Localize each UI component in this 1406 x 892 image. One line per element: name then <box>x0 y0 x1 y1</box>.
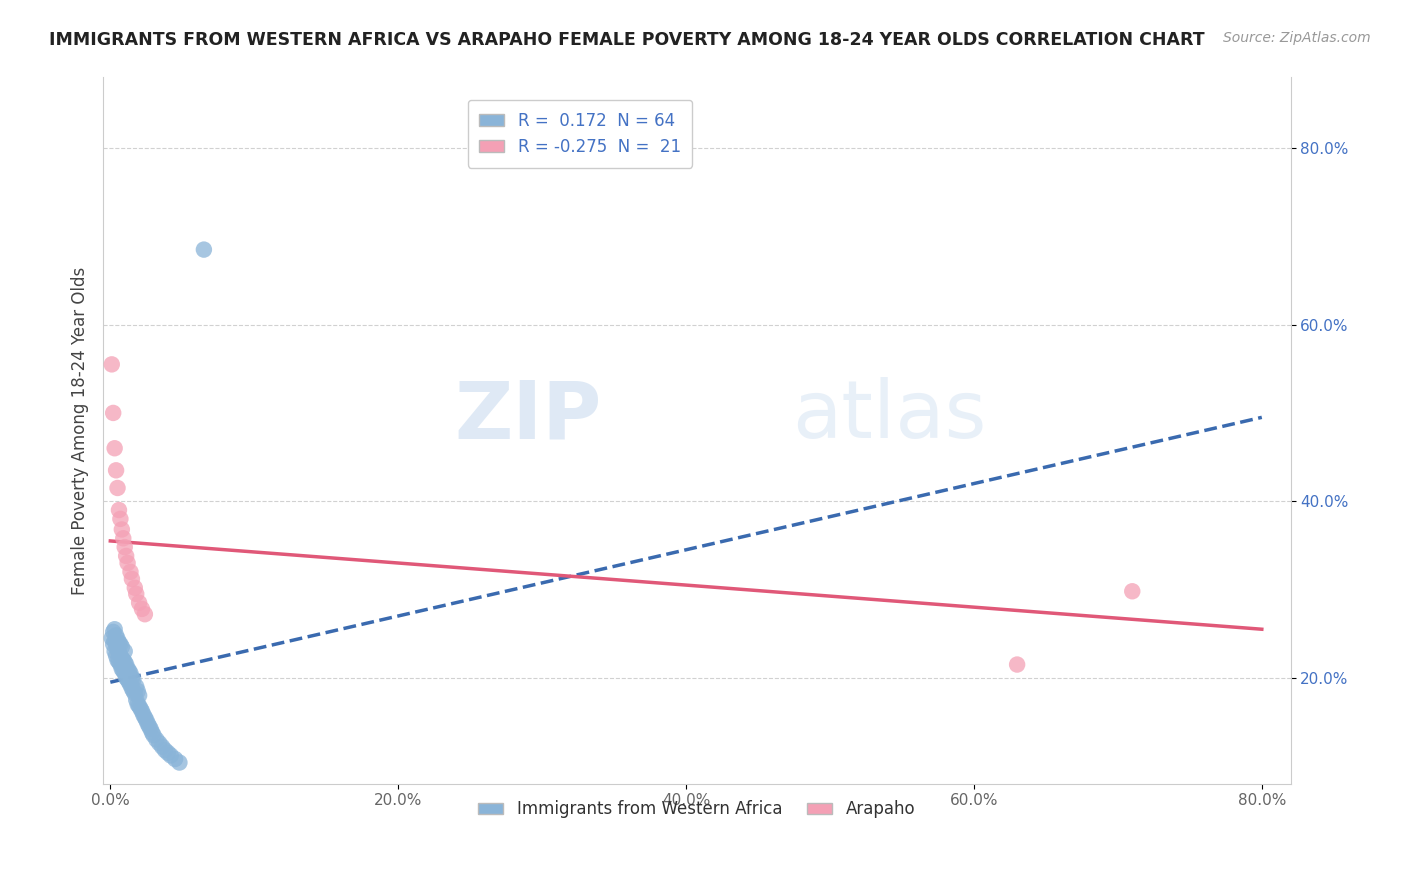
Point <box>134 710 156 724</box>
Point <box>111 662 134 676</box>
Point <box>125 587 148 601</box>
Point <box>128 689 150 703</box>
Point <box>120 678 142 692</box>
Point <box>148 736 170 750</box>
Point <box>108 635 131 649</box>
Point <box>121 572 143 586</box>
Point <box>107 632 129 646</box>
Point <box>105 648 128 663</box>
Point <box>110 637 132 651</box>
Point <box>127 698 149 712</box>
Point <box>112 653 135 667</box>
Point <box>118 675 141 690</box>
Point <box>107 481 129 495</box>
Point <box>104 442 127 456</box>
Point <box>112 531 135 545</box>
Point <box>128 596 150 610</box>
Point <box>122 684 145 698</box>
Point <box>159 748 181 763</box>
Point <box>125 693 148 707</box>
Point <box>100 357 122 371</box>
Point <box>103 637 125 651</box>
Point <box>115 657 138 672</box>
Point <box>114 644 136 658</box>
Point <box>121 671 143 685</box>
Point <box>105 637 128 651</box>
Point <box>124 687 146 701</box>
Text: IMMIGRANTS FROM WESTERN AFRICA VS ARAPAHO FEMALE POVERTY AMONG 18-24 YEAR OLDS C: IMMIGRANTS FROM WESTERN AFRICA VS ARAPAH… <box>49 31 1205 49</box>
Point <box>131 602 153 616</box>
Point <box>112 664 135 678</box>
Point <box>169 756 191 770</box>
Point <box>110 648 132 663</box>
Point <box>1121 584 1143 599</box>
Text: ZIP: ZIP <box>454 377 602 456</box>
Point <box>153 743 176 757</box>
Point <box>111 640 134 654</box>
Text: atlas: atlas <box>792 377 986 456</box>
Point <box>111 523 134 537</box>
Point <box>120 565 142 579</box>
Point <box>193 243 215 257</box>
Point <box>110 657 132 672</box>
Point <box>115 549 138 563</box>
Point <box>136 716 159 731</box>
Point <box>150 739 173 754</box>
Point <box>131 704 153 718</box>
Point <box>141 725 163 739</box>
Point <box>135 713 157 727</box>
Point <box>108 503 131 517</box>
Point <box>115 671 138 685</box>
Point <box>105 628 128 642</box>
Point <box>1005 657 1028 672</box>
Point <box>110 512 132 526</box>
Point <box>134 607 156 622</box>
Point <box>139 722 162 736</box>
Point <box>108 646 131 660</box>
Point <box>124 581 146 595</box>
Point <box>114 655 136 669</box>
Point <box>129 701 152 715</box>
Point <box>104 644 127 658</box>
Point <box>114 666 136 681</box>
Point <box>104 622 127 636</box>
Point <box>125 680 148 694</box>
Point <box>114 540 136 554</box>
Point <box>120 666 142 681</box>
Point <box>156 746 179 760</box>
Y-axis label: Female Poverty Among 18-24 Year Olds: Female Poverty Among 18-24 Year Olds <box>72 267 89 595</box>
Point <box>118 664 141 678</box>
Point <box>132 707 155 722</box>
Point <box>105 463 128 477</box>
Point <box>122 673 145 687</box>
Point <box>104 633 127 648</box>
Point <box>107 653 129 667</box>
Point <box>108 655 131 669</box>
Point <box>111 651 134 665</box>
Point <box>117 556 139 570</box>
Legend: Immigrants from Western Africa, Arapaho: Immigrants from Western Africa, Arapaho <box>472 794 922 825</box>
Point <box>121 681 143 696</box>
Point <box>103 624 125 639</box>
Point <box>107 642 129 657</box>
Point <box>142 728 165 742</box>
Point <box>128 699 150 714</box>
Text: Source: ZipAtlas.com: Source: ZipAtlas.com <box>1223 31 1371 45</box>
Point <box>117 673 139 687</box>
Point <box>103 406 125 420</box>
Point <box>145 732 167 747</box>
Point <box>165 752 187 766</box>
Point <box>127 684 149 698</box>
Point <box>117 662 139 676</box>
Point <box>138 719 160 733</box>
Point <box>100 631 122 645</box>
